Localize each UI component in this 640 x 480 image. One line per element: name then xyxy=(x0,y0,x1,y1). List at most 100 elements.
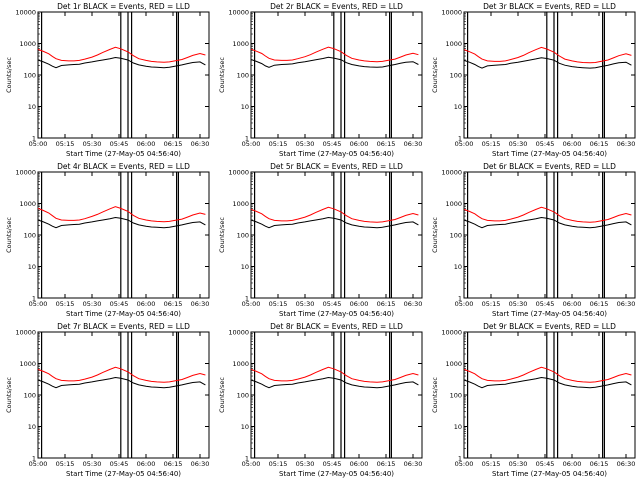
x-tick-label: 06:00 xyxy=(137,460,156,468)
x-tick-label: 05:30 xyxy=(83,300,102,308)
plot-frame xyxy=(463,11,636,139)
y-tick-label: 10 xyxy=(241,263,249,271)
x-tick-label: 06:30 xyxy=(191,140,210,148)
plot-frame xyxy=(37,171,210,299)
series-line-lld xyxy=(37,366,206,383)
plot-frame xyxy=(37,11,210,139)
y-tick-label: 1 xyxy=(458,295,462,303)
y-tick-label: 100 xyxy=(24,232,36,240)
series-line-events xyxy=(37,56,206,69)
x-tick-label: 05:30 xyxy=(296,140,315,148)
x-tick-label: 05:00 xyxy=(29,300,48,308)
x-tick-label: 06:15 xyxy=(164,300,183,308)
series-line-lld xyxy=(463,206,632,223)
x-tick-label: 05:15 xyxy=(56,460,75,468)
x-tick-label: 05:45 xyxy=(323,140,342,148)
y-tick-label: 1 xyxy=(245,295,249,303)
y-tick-label: 100 xyxy=(450,72,462,80)
series-line-events xyxy=(463,57,632,69)
det-chart-7: Det 7r BLACK = Events, RED = LLD 1 10 100 10… xyxy=(5,322,210,478)
x-axis-label: Start Time (27-May-05 04:56:40) xyxy=(66,470,181,478)
series-line-lld xyxy=(463,366,632,383)
y-tick-label: 10000 xyxy=(228,9,249,17)
y-tick-label: 10000 xyxy=(15,329,36,337)
det-chart-9: Det 9r BLACK = Events, RED = LLD 1 10 100 10… xyxy=(431,322,636,478)
y-tick-label: 10 xyxy=(28,103,36,111)
y-tick-label: 1000 xyxy=(232,360,249,368)
x-tick-label: 05:15 xyxy=(269,300,288,308)
det-chart-5: Det 5r BLACK = Events, RED = LLD 1 10 100 10… xyxy=(218,162,423,318)
x-axis-label: Start Time (27-May-05 04:56:40) xyxy=(66,150,181,158)
y-tick-label: 1 xyxy=(458,135,462,143)
series-line-lld xyxy=(37,206,206,223)
x-axis-label: Start Time (27-May-05 04:56:40) xyxy=(492,470,607,478)
y-tick-label: 10000 xyxy=(15,169,36,177)
x-tick-label: 06:15 xyxy=(590,460,609,468)
x-tick-label: 05:30 xyxy=(83,140,102,148)
x-tick-label: 05:45 xyxy=(110,460,129,468)
x-tick-label: 06:30 xyxy=(617,300,636,308)
series-line-events xyxy=(37,376,206,389)
y-tick-label: 10 xyxy=(454,423,462,431)
series-line-lld xyxy=(463,46,632,64)
y-tick-label: 1000 xyxy=(19,360,36,368)
series-line-events xyxy=(250,376,419,389)
series-line-events xyxy=(463,216,632,229)
x-tick-label: 05:00 xyxy=(242,140,261,148)
y-tick-label: 10 xyxy=(28,263,36,271)
det-chart-2: Det 2r BLACK = Events, RED = LLD 1 10 100 10… xyxy=(218,2,423,158)
x-tick-label: 05:45 xyxy=(110,300,129,308)
y-tick-label: 10000 xyxy=(441,9,462,17)
y-tick-label: 10 xyxy=(241,423,249,431)
y-axis-label: Counts/sec xyxy=(5,57,13,93)
y-tick-label: 100 xyxy=(450,392,462,400)
y-axis-label: Counts/sec xyxy=(218,57,226,93)
y-tick-label: 10000 xyxy=(441,329,462,337)
x-tick-label: 05:00 xyxy=(242,460,261,468)
x-tick-label: 06:15 xyxy=(590,140,609,148)
series-line-lld xyxy=(250,206,419,223)
series-line-events xyxy=(463,376,632,389)
x-tick-label: 05:00 xyxy=(242,300,261,308)
x-tick-label: 05:15 xyxy=(482,140,501,148)
x-tick-label: 05:15 xyxy=(269,140,288,148)
y-tick-label: 1 xyxy=(32,135,36,143)
plot-frame xyxy=(463,331,636,459)
chart-title: Det 4r BLACK = Events, RED = LLD xyxy=(57,162,190,171)
plot-frame xyxy=(250,11,423,139)
x-tick-label: 05:45 xyxy=(110,140,129,148)
y-axis-label: Counts/sec xyxy=(431,57,439,93)
det-chart-6: Det 6r BLACK = Events, RED = LLD 1 10 100 10… xyxy=(431,162,636,318)
y-tick-label: 10000 xyxy=(228,329,249,337)
y-tick-label: 1000 xyxy=(445,360,462,368)
x-tick-label: 06:15 xyxy=(377,460,396,468)
y-tick-label: 10 xyxy=(454,103,462,111)
y-tick-label: 1000 xyxy=(232,200,249,208)
y-tick-label: 10 xyxy=(28,423,36,431)
x-tick-label: 05:00 xyxy=(29,140,48,148)
series-line-lld xyxy=(250,366,419,383)
chart-title: Det 9r BLACK = Events, RED = LLD xyxy=(483,322,616,331)
chart-title: Det 2r BLACK = Events, RED = LLD xyxy=(270,2,403,11)
det-chart-4: Det 4r BLACK = Events, RED = LLD 1 10 100 10… xyxy=(5,162,210,318)
y-tick-label: 100 xyxy=(237,392,249,400)
x-tick-label: 06:00 xyxy=(350,460,369,468)
chart-title: Det 5r BLACK = Events, RED = LLD xyxy=(270,162,403,171)
x-tick-label: 05:30 xyxy=(509,140,528,148)
y-axis-label: Counts/sec xyxy=(5,217,13,253)
y-tick-label: 1000 xyxy=(445,40,462,48)
x-tick-label: 06:15 xyxy=(590,300,609,308)
y-axis-label: Counts/sec xyxy=(5,377,13,413)
chart-title: Det 1r BLACK = Events, RED = LLD xyxy=(57,2,190,11)
x-axis-label: Start Time (27-May-05 04:56:40) xyxy=(492,310,607,318)
x-tick-label: 06:15 xyxy=(377,300,396,308)
x-tick-label: 05:00 xyxy=(455,460,474,468)
y-tick-label: 100 xyxy=(237,232,249,240)
x-tick-label: 06:00 xyxy=(137,140,156,148)
x-tick-label: 05:00 xyxy=(455,300,474,308)
x-tick-label: 05:15 xyxy=(269,460,288,468)
x-tick-label: 06:15 xyxy=(377,140,396,148)
x-tick-label: 05:30 xyxy=(296,460,315,468)
y-tick-label: 10000 xyxy=(441,169,462,177)
